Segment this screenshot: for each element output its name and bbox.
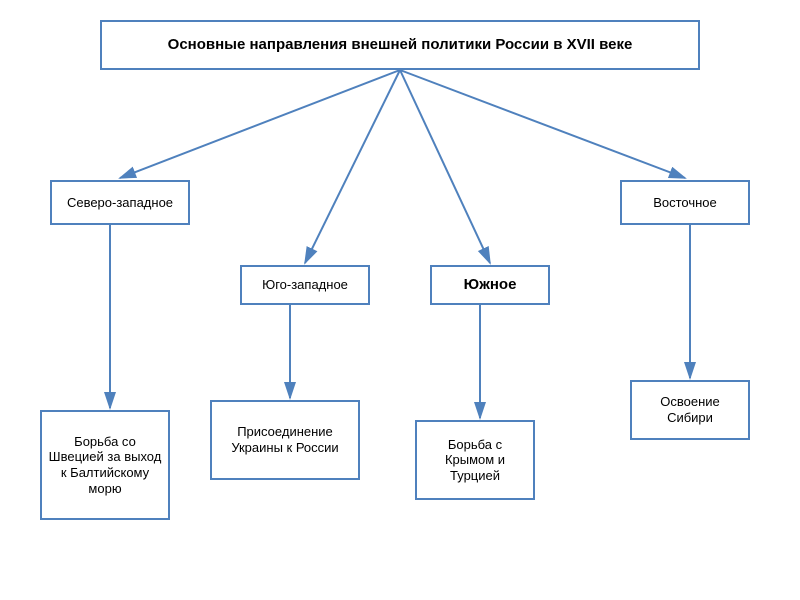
node-root-label: Основные направления внешней политики Ро… (168, 36, 633, 54)
node-south_goal-label: Борьба с Крымом и Турцией (423, 437, 527, 484)
node-nw_goal-label: Борьба со Швецией за выход к Балтийскому… (48, 434, 162, 496)
node-east_goal-label: Освоение Сибири (638, 394, 742, 425)
node-east: Восточное (620, 180, 750, 225)
node-sw: Юго-западное (240, 265, 370, 305)
node-nw-label: Северо-западное (67, 195, 173, 211)
edge-3 (400, 70, 685, 178)
edge-1 (305, 70, 400, 263)
node-sw-label: Юго-западное (262, 277, 348, 293)
node-east-label: Восточное (653, 195, 717, 211)
node-nw: Северо-западное (50, 180, 190, 225)
node-sw_goal: Присоединение Украины к России (210, 400, 360, 480)
edge-2 (400, 70, 490, 263)
node-south: Южное (430, 265, 550, 305)
node-root: Основные направления внешней политики Ро… (100, 20, 700, 70)
node-nw_goal: Борьба со Швецией за выход к Балтийскому… (40, 410, 170, 520)
node-south_goal: Борьба с Крымом и Турцией (415, 420, 535, 500)
node-east_goal: Освоение Сибири (630, 380, 750, 440)
node-sw_goal-label: Присоединение Украины к России (218, 424, 352, 455)
edge-0 (120, 70, 400, 178)
node-south-label: Южное (464, 276, 517, 294)
